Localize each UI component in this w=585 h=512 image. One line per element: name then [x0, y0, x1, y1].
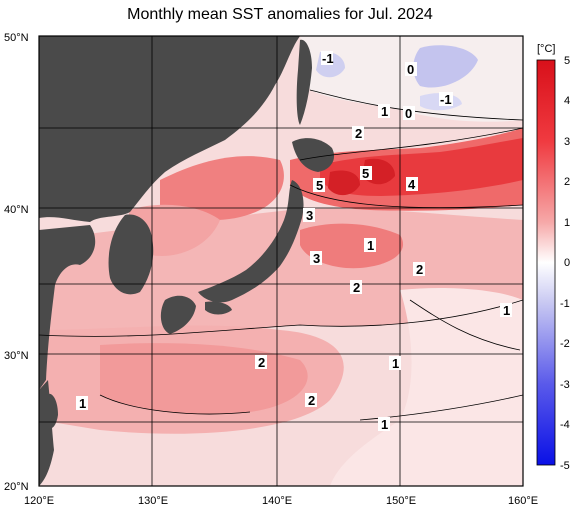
map-frame — [38, 35, 524, 487]
land-kyushu — [160, 295, 196, 334]
contour-label: 4 — [408, 177, 416, 192]
anomaly-zone — [160, 156, 284, 221]
contour-label: 1 — [381, 104, 388, 119]
land-china — [39, 225, 96, 390]
anomaly-zone — [413, 45, 478, 88]
contour-label: 1 — [367, 238, 374, 253]
lat-tick-label: 30°N — [4, 350, 29, 362]
contour-line — [409, 299, 521, 351]
graticule — [39, 36, 523, 486]
land-honshu — [198, 180, 304, 303]
contour-line — [99, 394, 251, 415]
colorbar-tick: 1 — [564, 217, 570, 229]
contour-line — [289, 184, 523, 209]
lon-tick-label: 140°E — [262, 495, 292, 507]
contour-label: 5 — [362, 166, 369, 181]
anomaly-zone — [300, 223, 404, 269]
contour-label: 3 — [313, 251, 320, 266]
anomaly-zone — [328, 170, 360, 196]
colorbar-tick: -5 — [560, 460, 570, 472]
lon-tick-label: 160°E — [508, 495, 538, 507]
colorbar-tick: -2 — [560, 338, 570, 350]
lon-axis: 120°E 130°E 140°E 150°E 160°E — [24, 495, 538, 507]
anomaly-zone — [330, 288, 523, 486]
lat-tick-label: 50°N — [4, 32, 29, 44]
contour-label: 1 — [392, 356, 399, 371]
colorbar-gradient — [536, 59, 556, 466]
colorbar-tick: 2 — [564, 176, 570, 188]
lon-tick-label: 130°E — [138, 495, 168, 507]
land-korea — [108, 214, 154, 295]
contour-label: 2 — [416, 262, 423, 277]
land-hokkaido — [292, 138, 335, 172]
colorbar-tick: -3 — [560, 379, 570, 391]
contour-label: 1 — [79, 396, 86, 411]
contour-line — [299, 127, 523, 161]
lat-tick-label: 20°N — [4, 481, 29, 493]
land-asia — [39, 36, 300, 222]
colorbar-tick: -1 — [560, 298, 570, 310]
contour-label: 0 — [405, 106, 412, 121]
map-title: Monthly mean SST anomalies for Jul. 2024 — [127, 6, 433, 23]
lat-tick-label: 40°N — [4, 204, 29, 216]
contour-label: 1 — [503, 303, 510, 318]
contour-label: 2 — [353, 280, 360, 295]
contour-label: 5 — [316, 178, 323, 193]
contour-label: -1 — [440, 92, 452, 107]
colorbar-tick: -4 — [560, 419, 570, 431]
colorbar-tick: 5 — [564, 55, 570, 67]
colorbar-tick: 4 — [564, 95, 570, 107]
lat-axis: 50°N 40°N 30°N 20°N — [4, 32, 29, 493]
colorbar-unit: [°C] — [537, 43, 555, 55]
contour-label: 2 — [258, 355, 265, 370]
contour-label: -1 — [322, 51, 334, 66]
contour-label: 1 — [381, 417, 388, 432]
colorbar-tick: 3 — [564, 136, 570, 148]
land-shikoku — [205, 301, 232, 315]
lon-tick-label: 120°E — [24, 495, 54, 507]
contour-label: 2 — [308, 393, 315, 408]
map-field — [39, 36, 523, 486]
land-taiwan — [46, 393, 58, 429]
contour-label: 3 — [306, 208, 313, 223]
contour-label: 2 — [355, 126, 362, 141]
contour-labels: -1 0 1 0 -1 2 5 5 4 3 1 3 2 2 1 2 1 2 1 … — [76, 51, 512, 432]
contour-label: 0 — [407, 62, 414, 77]
land-sakhalin — [296, 39, 312, 125]
lon-tick-label: 150°E — [386, 495, 416, 507]
contour-line — [39, 299, 523, 337]
colorbar: [°C] 5 4 3 2 1 0 -1 -2 -3 -4 -5 — [536, 43, 570, 472]
colorbar-tick: 0 — [564, 257, 570, 269]
